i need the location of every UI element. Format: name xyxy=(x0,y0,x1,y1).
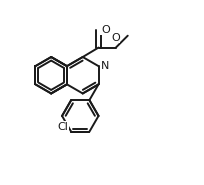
Text: N: N xyxy=(100,61,109,71)
Text: O: O xyxy=(101,25,110,35)
Text: Cl: Cl xyxy=(58,122,69,132)
Text: O: O xyxy=(111,33,120,43)
